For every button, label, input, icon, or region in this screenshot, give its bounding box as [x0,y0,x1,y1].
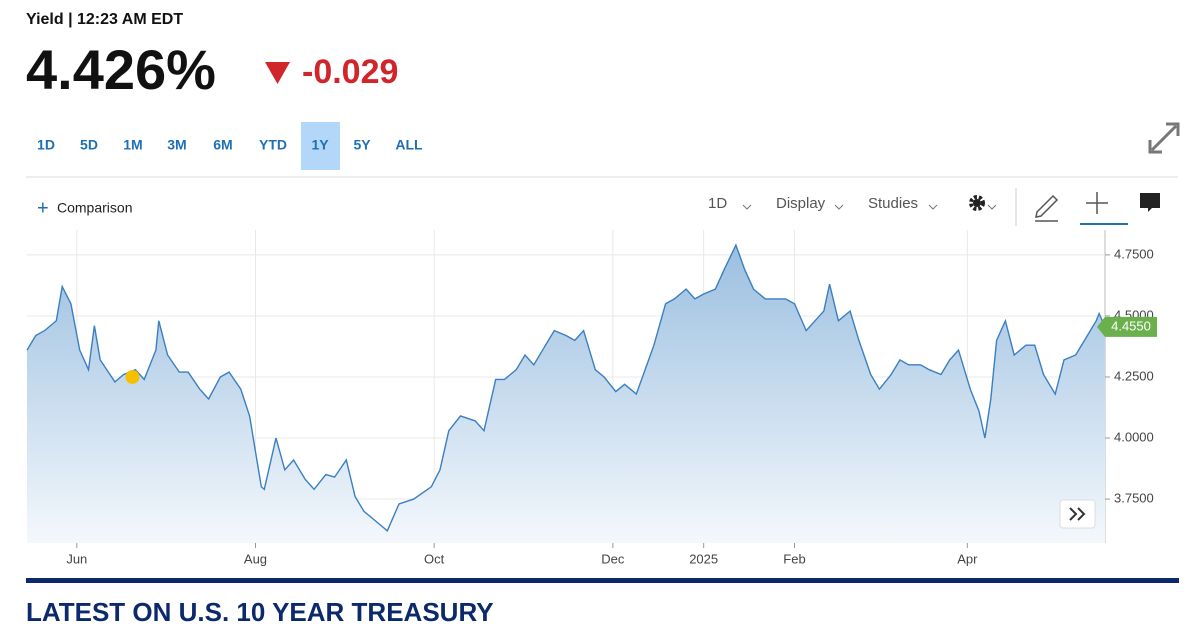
plus-icon: + [37,197,49,219]
value-label: 4.4550 [1111,318,1151,333]
x-tick-label: Jun [66,551,87,566]
chevron [834,204,844,210]
highlight-dot [125,369,140,384]
quote-label: Yield | 12:23 AM EDT [26,11,183,28]
y-tick-label: 4.2500 [1114,368,1154,383]
x-tick-label: 2025 [689,551,718,566]
x-tick-label: Dec [601,551,625,566]
quote-last: 4.426% [26,38,216,101]
draw-icon[interactable] [1035,194,1059,222]
crosshair-icon[interactable] [1086,192,1108,214]
x-tick-label: Oct [424,551,445,566]
area-fill [27,245,1105,543]
y-tick-label: 4.7500 [1114,246,1154,261]
x-tick-label: Feb [783,551,805,566]
y-tick-label: 3.7500 [1114,490,1154,505]
range-button[interactable]: 1D [37,137,55,153]
chevron [928,204,938,210]
news-heading: LATEST ON U.S. 10 YEAR TREASURY [26,597,494,627]
value-badge [1097,316,1157,337]
down-arrow [265,62,290,84]
range-button[interactable]: 5D [80,137,98,153]
range-button[interactable]: 1M [123,137,142,153]
expand-icon[interactable] [1148,122,1180,154]
range-button[interactable]: YTD [259,137,287,153]
section-bar [26,578,1179,583]
quote-change: -0.029 [302,53,398,91]
range-button[interactable]: 1Y [311,137,329,153]
chevron [742,204,752,210]
range-button[interactable]: 6M [213,137,232,153]
interval-button[interactable]: 1D [708,195,727,212]
settings-icon[interactable] [969,195,997,211]
active-range-bg [301,122,340,170]
y-tick-label: 4.0000 [1114,429,1154,444]
line [26,243,1106,532]
range-button[interactable]: ALL [395,137,423,153]
studies-button[interactable]: Studies [868,195,918,212]
x-tick-label: Apr [957,551,978,566]
comparison-button[interactable]: Comparison [57,200,132,216]
range-button[interactable]: 5Y [353,137,371,153]
display-button[interactable]: Display [776,195,826,212]
scroll-button[interactable] [1059,499,1096,529]
range-button[interactable]: 3M [167,137,186,153]
x-tick-label: Aug [244,551,267,566]
comment-icon[interactable] [1140,193,1160,212]
